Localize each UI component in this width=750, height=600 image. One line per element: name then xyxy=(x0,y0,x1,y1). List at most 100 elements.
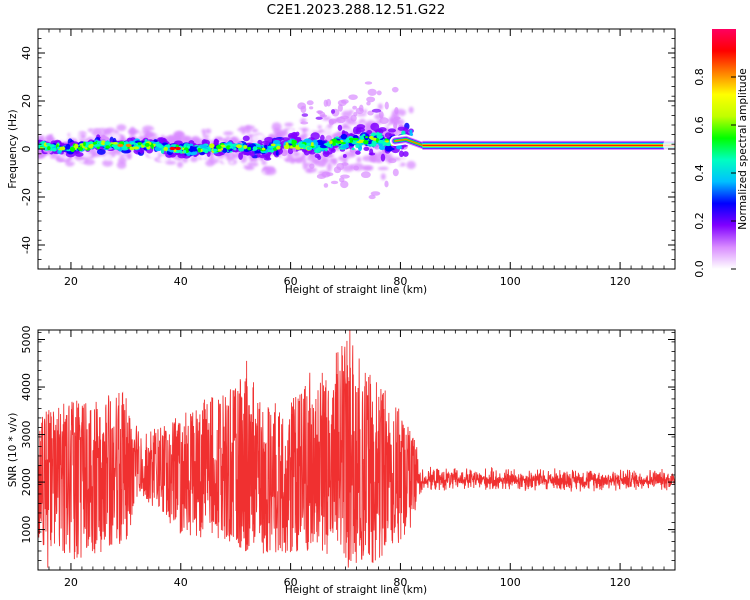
spectral-blob xyxy=(377,103,383,111)
spectral-blob xyxy=(189,145,194,153)
spectral-blob xyxy=(142,129,147,134)
snr-y-axis-label: SNR (10 * v/v) xyxy=(7,413,19,488)
y-tick-label: 1000 xyxy=(20,516,33,544)
spectral-blob xyxy=(367,140,373,145)
spectral-blob xyxy=(371,108,382,113)
spectral-blob xyxy=(328,119,335,126)
spectral-blob xyxy=(55,133,65,141)
spectral-blob xyxy=(362,165,373,171)
spectral-blob xyxy=(311,126,320,132)
colorbar: 0.0 0.2 0.4 0.6 0.8 Normalized spectral ampl… xyxy=(693,29,749,278)
spectral-blob xyxy=(387,117,396,123)
spectral-blob xyxy=(252,146,258,151)
spectral-blob xyxy=(301,113,309,117)
spectral-blob xyxy=(317,125,322,129)
spectral-blob xyxy=(341,144,350,149)
spectral-blob xyxy=(370,122,380,131)
spectral-blob xyxy=(51,147,57,152)
spectral-blob xyxy=(320,134,325,142)
spectral-blob xyxy=(128,128,137,136)
spectral-blob xyxy=(365,136,369,139)
spectral-blob xyxy=(83,141,86,147)
spectral-blob xyxy=(238,152,244,160)
x-tick-label: 80 xyxy=(393,275,407,288)
spectral-blob xyxy=(229,146,234,149)
spectral-blob xyxy=(298,143,306,148)
snr-y-ticks: 1000 2000 3000 4000 5000 xyxy=(20,326,675,571)
spectral-blob xyxy=(88,144,94,149)
spectral-blob xyxy=(261,140,270,145)
spectral-blob xyxy=(319,141,324,146)
spectral-blob xyxy=(91,129,103,137)
spectral-blob xyxy=(335,140,342,144)
spectral-blob xyxy=(264,167,277,176)
spectral-blob xyxy=(285,142,289,146)
snr-x-ticks: 20 40 60 80 100 120 xyxy=(37,330,676,589)
spectral-blob xyxy=(212,148,218,152)
spectral-blob xyxy=(100,140,106,146)
spectral-blob xyxy=(260,120,271,129)
spectral-blob xyxy=(108,150,119,155)
x-tick-label: 40 xyxy=(174,576,188,589)
spectral-blob xyxy=(371,158,381,162)
spectral-blob xyxy=(177,161,184,168)
spectral-blob xyxy=(384,138,388,141)
spectral-blob xyxy=(129,146,135,151)
spectral-blob xyxy=(360,171,371,179)
colorbar-label: Normalized spectral amplitude xyxy=(737,68,749,229)
spectral-blob xyxy=(298,123,305,129)
spectral-blob xyxy=(292,143,297,148)
spectrogram-y-ticks: -40 -20 0 20 40 xyxy=(20,28,675,270)
spectral-blob xyxy=(326,98,332,107)
spectral-blob xyxy=(199,144,208,149)
spectral-blob xyxy=(133,146,140,150)
spectral-blob xyxy=(330,180,339,185)
spectral-blob xyxy=(283,144,290,150)
spectral-blob xyxy=(48,155,60,159)
spectral-blob xyxy=(332,142,336,146)
colorbar-gradient xyxy=(712,29,736,269)
spectral-blob xyxy=(326,162,333,172)
snr-series-line xyxy=(38,330,675,568)
spectral-blob xyxy=(369,148,374,156)
spectral-blob xyxy=(401,130,406,136)
colorbar-ticks: 0.0 0.2 0.4 0.6 0.8 xyxy=(693,68,736,278)
spectral-blob xyxy=(379,117,389,124)
spectral-blob xyxy=(408,106,414,114)
spectral-blob xyxy=(329,140,333,145)
spectral-blob xyxy=(324,125,335,134)
spectral-blob xyxy=(151,144,154,150)
spectral-blob xyxy=(247,146,252,151)
spectral-blob xyxy=(663,135,675,155)
spectral-blob xyxy=(308,150,313,154)
spectral-blob xyxy=(309,163,315,169)
spectral-blob xyxy=(344,139,351,143)
spectral-blob xyxy=(229,160,235,164)
spectral-blob xyxy=(376,90,382,96)
spectral-blob xyxy=(317,162,326,167)
spectral-blob xyxy=(367,110,374,116)
spectral-blob xyxy=(58,157,65,162)
spectral-blob xyxy=(363,146,370,151)
spectral-blob xyxy=(387,128,397,133)
spectral-blob xyxy=(74,143,79,149)
spectral-blob xyxy=(276,132,282,138)
spectral-blob xyxy=(348,94,358,100)
spectral-blob xyxy=(316,110,323,114)
spectral-blob xyxy=(287,132,295,139)
spectral-blob xyxy=(398,150,404,158)
x-tick-label: 120 xyxy=(610,275,631,288)
spectral-blob xyxy=(139,146,145,154)
spectral-blob xyxy=(355,144,360,148)
figure-title: C2E1.2023.288.12.51.G22 xyxy=(267,2,446,18)
spectral-blob xyxy=(175,144,179,148)
spectral-blob xyxy=(302,157,307,165)
spectral-blob xyxy=(49,144,55,148)
spectral-blob xyxy=(275,143,282,147)
spectral-blob xyxy=(127,161,134,167)
spectrogram-panel: 20 40 60 80 100 120 -40 -20 0 20 40 Height of str… xyxy=(7,28,676,296)
spectral-blob xyxy=(111,144,117,148)
spectral-blob xyxy=(351,147,355,151)
colorbar-tick-label: 0.8 xyxy=(693,68,706,86)
spectral-blob xyxy=(371,140,377,145)
